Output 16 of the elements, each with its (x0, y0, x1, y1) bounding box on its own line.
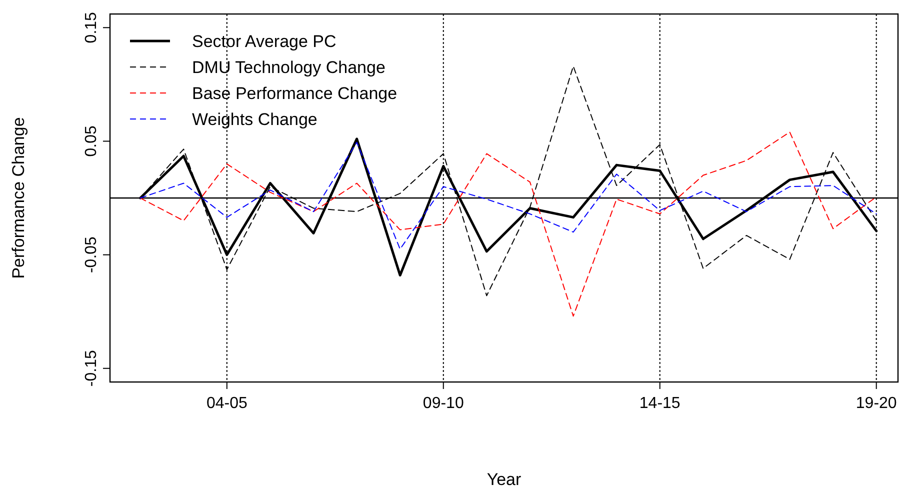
line-series (140, 142, 877, 250)
y-axis-title: Performance Change (9, 117, 28, 279)
x-axis-title: Year (486, 470, 522, 489)
y-tick-label: 0.05 (83, 126, 100, 157)
legend-label: DMU Technology Change (192, 58, 386, 77)
y-tick-label: -0.15 (83, 350, 100, 387)
x-tick-label: 14-15 (639, 395, 680, 412)
y-tick-label: 0.15 (83, 12, 100, 44)
x-tick-label: 09-10 (422, 395, 464, 412)
legend-label: Base Performance Change (192, 84, 398, 103)
y-tick-label: -0.05 (83, 236, 100, 274)
x-tick-label: 04-05 (206, 395, 248, 412)
x-tick-label: 19-20 (856, 395, 897, 412)
legend-label: Weights Change (192, 110, 318, 129)
line-series (140, 132, 877, 317)
legend-label: Sector Average PC (192, 32, 336, 51)
